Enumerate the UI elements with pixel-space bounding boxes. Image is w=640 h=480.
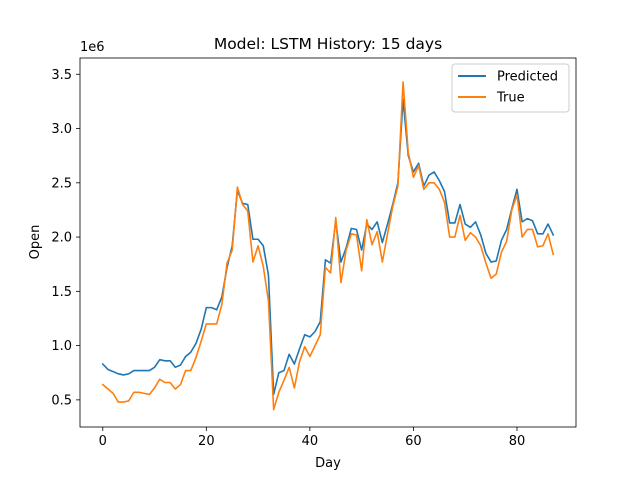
- series-layer: [101, 81, 555, 411]
- y-tick-label: 0.5: [51, 393, 72, 408]
- x-axis-ticks: 0 20 40 60 80: [99, 427, 526, 449]
- y-tick-label: 2.0: [51, 231, 72, 246]
- x-tick-label: 80: [509, 434, 526, 449]
- x-tick-label: 0: [99, 434, 107, 449]
- legend: Predicted True: [451, 63, 570, 113]
- x-tick-label: 20: [198, 434, 215, 449]
- y-axis-offset-label: 1e6: [80, 40, 105, 55]
- plot-area: [80, 58, 576, 427]
- x-axis-label: Day: [315, 456, 341, 471]
- legend-label-true: True: [496, 91, 525, 106]
- legend-label-predicted: Predicted: [497, 70, 558, 85]
- y-tick-label: 1.5: [51, 285, 72, 300]
- y-tick-label: 1.0: [51, 339, 72, 354]
- series-line-predicted: [101, 98, 555, 396]
- y-tick-label: 2.5: [51, 176, 72, 191]
- y-tick-label: 3.0: [51, 122, 72, 137]
- axes-frame: [79, 57, 577, 428]
- x-tick-label: 40: [302, 434, 319, 449]
- y-tick-label: 3.5: [51, 68, 72, 83]
- x-tick-label: 60: [405, 434, 422, 449]
- y-axis-ticks: 0.5 1.0 1.5 2.0 2.5 3.0 3.5: [51, 68, 80, 408]
- y-axis-label: Open: [28, 225, 43, 260]
- series-line-true: [101, 81, 555, 411]
- chart-title: Model: LSTM History: 15 days: [214, 35, 442, 53]
